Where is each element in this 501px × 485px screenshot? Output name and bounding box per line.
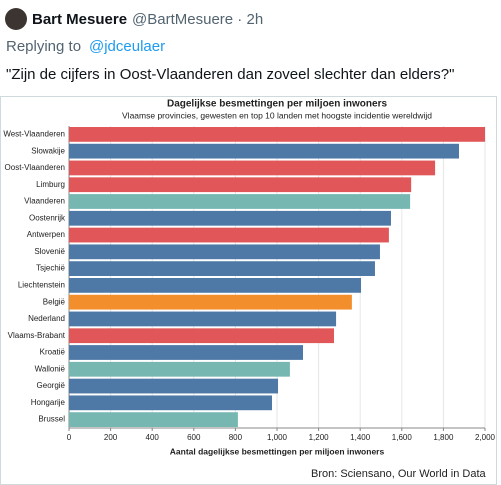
replying-label: Replying to [6, 38, 81, 55]
y-tick-label: Wallonië [35, 364, 66, 373]
y-tick-label: Oostenrijk [29, 213, 66, 222]
chart-title: Dagelijkse besmettingen per miljoen inwo… [167, 99, 387, 110]
bar [69, 278, 362, 293]
y-tick-label: West-Vlaanderen [3, 129, 65, 138]
x-tick-label: 0 [67, 433, 72, 442]
bar [69, 378, 279, 394]
x-tick-label: 800 [229, 433, 243, 442]
y-tick-label: Vlaams-Brabant [8, 331, 66, 340]
y-tick-label: Antwerpen [27, 230, 65, 239]
x-tick-label: 400 [146, 433, 160, 442]
bar [69, 261, 375, 276]
bar [69, 395, 273, 411]
x-tick-label: 200 [104, 433, 118, 442]
bar [69, 361, 290, 377]
tweet-text: "Zijn de cijfers in Oost-Vlaanderen dan … [6, 66, 454, 83]
y-tick-label: Tsjechië [36, 264, 65, 273]
bar [69, 194, 411, 209]
y-tick-label: Vlaanderen [24, 197, 65, 206]
y-tick-label: Oost-Vlaanderen [5, 163, 65, 172]
bar [69, 227, 389, 243]
bar [69, 160, 436, 176]
y-tick-label: Slovenië [34, 247, 65, 256]
bar [69, 210, 391, 226]
y-tick-label: Nederland [28, 314, 65, 323]
x-tick-label: 1,800 [433, 433, 454, 442]
bar [69, 345, 303, 360]
chart-subtitle: Vlaamse provincies, gewesten en top 10 l… [122, 110, 432, 120]
bar [69, 244, 380, 260]
y-tick-label: Georgië [37, 381, 66, 390]
y-tick-label: Brussel [38, 415, 65, 424]
y-tick-label: Hongarije [31, 398, 66, 407]
y-tick-label: Limburg [36, 180, 65, 189]
x-tick-label: 1,600 [392, 433, 413, 442]
x-tick-label: 600 [187, 433, 201, 442]
bar [69, 177, 412, 193]
y-tick-label: Slowakije [31, 146, 65, 155]
bar [69, 328, 334, 344]
x-tick-label: 2,000 [475, 433, 496, 442]
reply-to[interactable]: @jdceulaer [89, 38, 165, 55]
bar [69, 412, 238, 427]
bar [69, 127, 485, 142]
x-tick-label: 1,200 [309, 433, 330, 442]
x-axis-label: Aantal dagelijkse besmettingen per miljo… [170, 446, 385, 456]
y-tick-label: België [43, 297, 66, 306]
bar [69, 143, 459, 159]
source: Bron: Sciensano, Our World in Data [311, 468, 487, 480]
bar [69, 311, 337, 327]
author-handle[interactable]: @BartMesuere · 2h [132, 11, 263, 28]
bar [69, 294, 352, 310]
x-tick-label: 1,400 [350, 433, 371, 442]
x-tick-label: 1,000 [267, 433, 288, 442]
author-name[interactable]: Bart Mesuere [32, 11, 127, 28]
y-tick-label: Kroatië [40, 348, 66, 357]
avatar[interactable] [5, 8, 27, 30]
y-tick-label: Liechtenstein [18, 280, 65, 289]
